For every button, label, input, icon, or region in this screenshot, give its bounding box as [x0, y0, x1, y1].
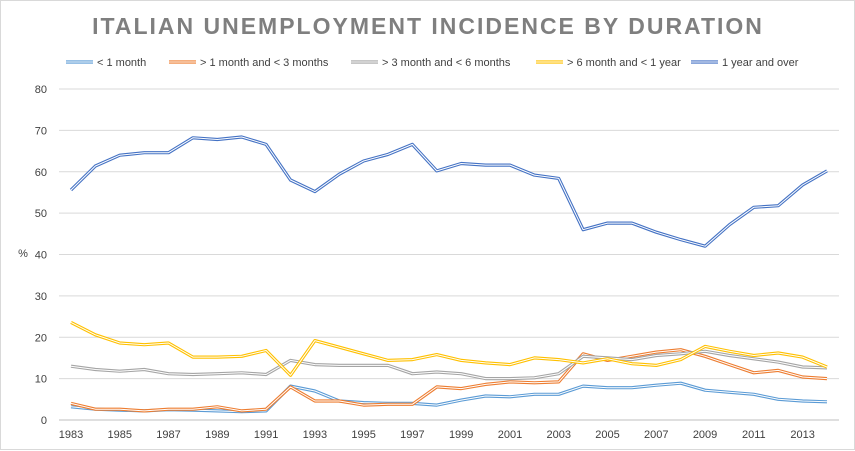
- legend-label: > 1 month and < 3 months: [200, 57, 329, 69]
- x-axis-ticks: 1983 1985 1987 1989 1991 1993 1995 1997 1999 2001…: [59, 429, 815, 441]
- chart-title: ITALIAN UNEMPLOYMENT INCIDENCE BY DURATI…: [92, 13, 764, 39]
- x-tick-label: 2007: [644, 429, 668, 441]
- legend-item-3: > 6 month and < 1 year: [536, 57, 681, 69]
- series-3: [70, 320, 828, 377]
- x-tick-label: 1991: [254, 429, 278, 441]
- legend-item-4: 1 year and over: [691, 57, 799, 69]
- series-line-inner-2: [70, 350, 828, 380]
- grid-lines: [59, 88, 839, 380]
- y-tick-label: 30: [35, 291, 47, 303]
- series-1: [70, 348, 828, 413]
- y-tick-label: 60: [35, 167, 47, 179]
- x-tick-label: 1983: [59, 429, 83, 441]
- legend-item-2: > 3 month and < 6 months: [351, 57, 511, 69]
- x-tick-label: 2013: [790, 429, 814, 441]
- x-tick-label: 2009: [693, 429, 717, 441]
- x-tick-label: 2011: [742, 429, 766, 441]
- y-tick-label: 40: [35, 250, 47, 262]
- legend-item-0: < 1 month: [66, 57, 146, 69]
- series-line-inner-4: [70, 136, 828, 247]
- series-2: [70, 349, 828, 381]
- x-tick-label: 2001: [498, 429, 522, 441]
- y-tick-label: 0: [41, 415, 47, 427]
- y-tick-label: 20: [35, 332, 47, 344]
- x-tick-label: 1997: [400, 429, 424, 441]
- y-tick-label: 80: [35, 84, 47, 96]
- x-tick-label: 1993: [303, 429, 327, 441]
- y-tick-label: 50: [35, 208, 47, 220]
- legend-label: 1 year and over: [722, 57, 799, 69]
- series-line-inner-3: [70, 321, 828, 376]
- x-tick-label: 2005: [595, 429, 619, 441]
- series-line-3: [70, 320, 828, 377]
- x-tick-label: 2003: [546, 429, 570, 441]
- legend: < 1 month > 1 month and < 3 months > 3 mon…: [66, 57, 799, 69]
- x-tick-label: 1995: [351, 429, 375, 441]
- y-axis-ticks: 0 10 20 30 40 50 60 70 80: [35, 84, 47, 427]
- legend-label: > 3 month and < 6 months: [382, 57, 511, 69]
- series-4: [69, 135, 828, 248]
- series-lines: [69, 135, 828, 414]
- legend-label: > 6 month and < 1 year: [567, 57, 681, 69]
- legend-label: < 1 month: [97, 57, 146, 69]
- x-tick-label: 1985: [108, 429, 132, 441]
- x-tick-label: 1989: [205, 429, 229, 441]
- legend-item-1: > 1 month and < 3 months: [169, 57, 329, 69]
- x-tick-label: 1999: [449, 429, 473, 441]
- y-axis-label: %: [18, 248, 28, 260]
- y-tick-label: 10: [35, 374, 47, 386]
- series-line-4: [69, 135, 828, 248]
- x-tick-label: 1987: [156, 429, 180, 441]
- y-tick-label: 70: [35, 125, 47, 137]
- series-line-inner-1: [70, 349, 828, 412]
